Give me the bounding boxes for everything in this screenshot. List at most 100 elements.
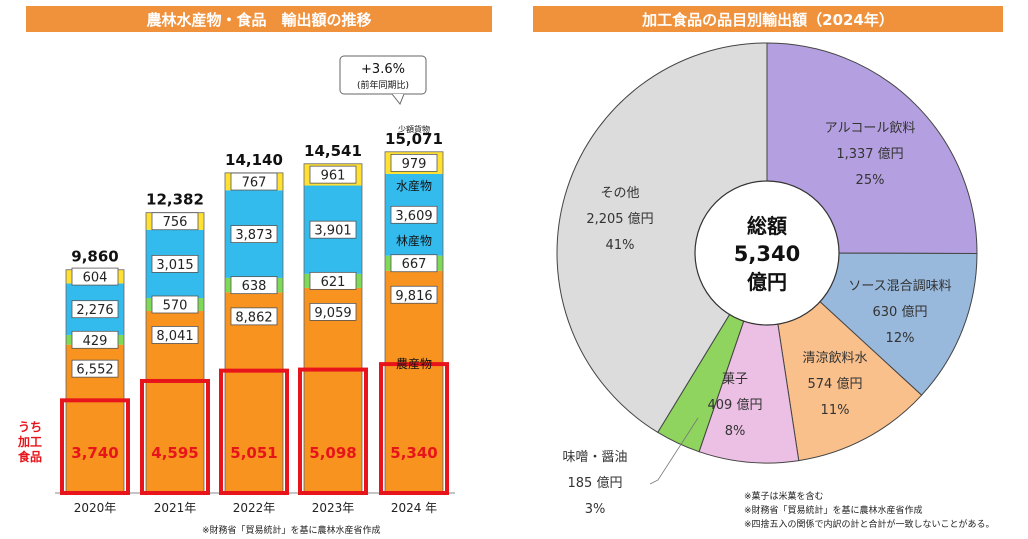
pie-slice-pct: 41% <box>606 238 635 253</box>
processed-food-box <box>379 362 449 495</box>
small-value-label: 961 <box>321 169 346 184</box>
fishery-value-label-box <box>230 225 278 243</box>
x-tick-label: 2023年 <box>312 501 355 515</box>
agri-value-label-box <box>230 307 278 326</box>
x-tick-label: 2022年 <box>233 501 276 515</box>
processed-food-box <box>219 368 289 495</box>
fishery-value-label: 3,609 <box>395 209 432 224</box>
forestry-value-label-box <box>230 276 278 295</box>
growth-callout-value: +3.6% <box>361 62 405 77</box>
small-value-label-box <box>390 153 438 172</box>
right-footnote-3: ※四捨五入の関係で内訳の計と合計が一致しないことがある。 <box>744 520 995 530</box>
processed-food-box <box>60 398 130 495</box>
pie-slice-value: 2,205 億円 <box>586 211 653 227</box>
bar-total-label: 9,860 <box>71 248 118 266</box>
fishery-value-label-box <box>71 300 119 319</box>
pie-slice <box>766 42 978 254</box>
left-footnote: ※財務省「貿易統計」を基に農林水産省作成 <box>202 526 381 536</box>
bar-segment <box>385 270 443 493</box>
pie-slice-value: 185 億円 <box>568 475 623 491</box>
forestry-value-label: 621 <box>321 275 346 290</box>
growth-callout-pointer <box>391 93 405 105</box>
right-chart-title: 加工食品の品目別輸出額（2024年） <box>533 6 1003 32</box>
fishery-value-label-box <box>390 205 438 224</box>
small-value-label-box <box>309 165 357 184</box>
left-chart-title: 農林水産物・食品 輸出額の推移 <box>26 6 492 32</box>
processed-food-label-line1: うち <box>18 420 43 434</box>
pie-slice <box>556 42 768 434</box>
small-value-label: 604 <box>83 271 108 286</box>
growth-callout-box <box>339 55 427 95</box>
processed-food-value: 5,098 <box>309 444 356 462</box>
bar-total-label: 14,541 <box>304 142 362 160</box>
small-value-label-box <box>71 267 119 286</box>
small-value-label: 756 <box>163 215 188 230</box>
agri-value-label-box <box>151 326 199 344</box>
stacked-bar-chart: 6,552 429 2,276 604 3,740 9,860 2020年 8,041 570 3… <box>55 55 455 515</box>
processed-food-value: 3,740 <box>71 444 118 462</box>
x-tick-label: 2021年 <box>154 501 197 515</box>
forestry-segment-name: 林産物 <box>396 233 432 248</box>
processed-food-value: 5,340 <box>390 444 437 462</box>
agri-segment-name: 農産物 <box>396 356 432 371</box>
right-footnote-1: ※菓子は米菓を含む <box>744 492 824 502</box>
agri-value-label: 9,816 <box>395 289 432 304</box>
forestry-value-label: 638 <box>242 279 267 294</box>
small-value-label: 979 <box>402 157 427 172</box>
agri-value-label-box <box>309 303 357 321</box>
forestry-value-label: 570 <box>163 298 188 313</box>
forestry-value-label: 667 <box>402 257 427 272</box>
pie-center-title: 総額 <box>747 214 787 238</box>
processed-food-label-line3: 食品 <box>18 450 43 464</box>
agri-value-label: 8,041 <box>156 329 193 344</box>
right-footnote-2: ※財務省「貿易統計」を基に農林水産省作成 <box>744 506 923 516</box>
processed-food-box <box>140 378 210 496</box>
processed-food-box <box>298 367 368 495</box>
forestry-value-label-box <box>309 271 357 290</box>
processed-food-label-line2: 加工 <box>18 435 43 449</box>
agri-value-label-box <box>390 285 438 304</box>
pie-center-circle <box>694 180 840 326</box>
pie-slice-pct: 8% <box>725 424 746 439</box>
pie-slice-value: 574 億円 <box>808 376 863 392</box>
small-value-label-box <box>230 172 278 191</box>
fishery-value-label: 2,276 <box>76 303 113 318</box>
pie-slice-name: その他 <box>600 186 639 201</box>
agri-value-label: 8,862 <box>235 310 272 325</box>
bar-total-label: 12,382 <box>146 191 204 209</box>
pie-slice-pct: 12% <box>886 331 915 346</box>
fishery-value-label-box <box>309 220 357 239</box>
forestry-value-label-box <box>71 330 119 349</box>
bar-segment <box>304 287 362 493</box>
miso-leader-line <box>649 417 699 485</box>
pie-chart: 総額 5,340 億円 アルコール飲料 1,337 億円 25% ソース混合調味料 630 億… <box>556 42 978 517</box>
forestry-value-label: 429 <box>83 334 108 349</box>
forestry-value-label-box <box>151 295 199 314</box>
processed-food-value: 5,051 <box>230 444 277 462</box>
pie-center-unit: 億円 <box>747 270 787 294</box>
bar-segment <box>225 292 283 493</box>
small-segment-name: 少額貨物 <box>398 124 430 134</box>
pie-slice-value: 1,337 億円 <box>836 146 903 162</box>
pie-slice-name: ソース混合調味料 <box>848 279 951 294</box>
processed-food-label: うち 加工 食品 <box>18 420 42 465</box>
processed-food-value: 4,595 <box>151 444 198 462</box>
pie-slice-value: 409 億円 <box>708 397 763 413</box>
pie-slice-name: 味噌・醤油 <box>562 450 627 465</box>
agri-value-label: 9,059 <box>314 306 351 321</box>
fishery-value-label: 3,015 <box>156 258 193 273</box>
small-value-label-box <box>151 212 199 231</box>
pie-slice-pct: 11% <box>821 403 850 418</box>
fishery-segment-name: 水産物 <box>396 178 432 193</box>
fishery-value-label: 3,873 <box>235 228 272 243</box>
agri-value-label: 6,552 <box>76 363 113 378</box>
pie-center-value: 5,340 <box>734 242 800 266</box>
pie-slice-value: 630 億円 <box>873 304 928 320</box>
pie-slice-pct: 25% <box>856 173 885 188</box>
pie-slice-name: 菓子 <box>722 372 748 387</box>
pie-slice-name: アルコール飲料 <box>825 120 916 136</box>
pie-slice-name: 清涼飲料水 <box>802 350 867 366</box>
agri-value-label-box <box>71 359 119 378</box>
bar-total-label: 14,140 <box>225 151 283 169</box>
pie-slice-pct: 3% <box>585 502 606 517</box>
